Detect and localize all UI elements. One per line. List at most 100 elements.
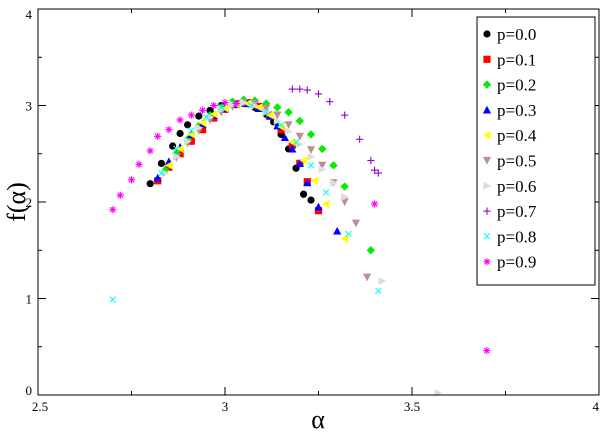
data-point <box>351 219 360 228</box>
data-point <box>307 152 316 161</box>
data-point <box>135 160 143 168</box>
data-point <box>314 207 323 215</box>
data-point <box>187 111 195 119</box>
series-p-0-7 <box>288 85 382 177</box>
data-point <box>296 85 304 93</box>
data-point <box>184 137 192 146</box>
data-point <box>220 104 229 113</box>
legend-marker <box>483 258 491 266</box>
data-point <box>158 169 165 177</box>
plot-frame <box>37 8 600 396</box>
data-point <box>203 113 210 121</box>
data-point <box>195 112 203 120</box>
data-point <box>277 126 285 134</box>
data-point <box>371 166 379 174</box>
data-point <box>116 191 124 199</box>
data-point <box>288 144 297 153</box>
data-point <box>198 126 207 134</box>
x-axis-title: α <box>311 405 325 433</box>
legend-marker <box>483 233 491 240</box>
x-tick-label: 3 <box>222 399 229 414</box>
x-tick-label: 3.5 <box>404 399 420 414</box>
data-point <box>198 106 207 114</box>
data-point <box>154 132 162 140</box>
data-point <box>284 108 293 117</box>
data-point <box>483 347 491 355</box>
legend-label: p=0.2 <box>497 76 536 95</box>
data-point <box>366 246 376 255</box>
data-point <box>356 135 364 143</box>
data-point <box>296 140 304 149</box>
data-point <box>321 199 330 209</box>
data-point <box>176 116 184 124</box>
legend-label: p=0.7 <box>497 202 537 221</box>
legend-label: p=0.1 <box>497 50 536 69</box>
data-point <box>146 180 154 188</box>
legend-label: p=0.8 <box>497 227 536 246</box>
legend-box <box>476 16 596 286</box>
y-tick-label: 4 <box>26 7 33 22</box>
legend-marker <box>483 30 491 38</box>
data-point <box>314 202 323 211</box>
data-point <box>363 273 372 282</box>
data-point <box>217 104 225 111</box>
data-point <box>184 121 192 129</box>
data-point <box>247 102 255 109</box>
data-point <box>329 161 338 170</box>
data-point <box>273 116 282 126</box>
y-tick-label: 1 <box>26 292 33 307</box>
data-point <box>371 200 379 208</box>
series-p-0-9 <box>109 99 491 355</box>
data-point <box>307 162 315 169</box>
data-point <box>240 98 248 107</box>
data-point <box>284 127 293 136</box>
data-point <box>367 156 375 165</box>
data-point <box>314 90 323 98</box>
legend-marker <box>482 156 492 165</box>
data-point <box>292 138 300 146</box>
data-point <box>295 132 304 141</box>
x-tick-label: 4 <box>593 399 600 414</box>
data-point <box>307 196 315 204</box>
data-point <box>295 116 304 126</box>
data-points <box>109 85 491 398</box>
data-point <box>265 111 274 120</box>
data-point <box>173 145 180 153</box>
axis-tick-labels: 2.5 3 3.5 4 0 1 2 3 4 <box>26 7 600 414</box>
data-point <box>262 104 271 113</box>
data-point <box>273 111 282 120</box>
data-point <box>295 159 304 167</box>
legend: p=0.0 p=0.1 p=0.2 p=0.3 p=0.4 p=0.5 p=0.6 p=0.7… <box>476 16 596 286</box>
data-point <box>188 127 195 134</box>
y-tick-label: 0 <box>26 383 33 398</box>
data-point <box>310 176 319 185</box>
y-tick-label: 2 <box>26 195 33 210</box>
data-point <box>340 182 349 191</box>
y-tick-label: 3 <box>26 99 33 114</box>
data-point <box>221 99 229 107</box>
data-point <box>284 121 293 129</box>
legend-marker <box>483 207 491 215</box>
data-point <box>169 142 177 150</box>
data-point <box>176 129 184 138</box>
data-point <box>195 123 203 132</box>
legend-label: p=0.0 <box>497 25 536 44</box>
data-point <box>127 176 136 184</box>
data-point <box>109 296 117 303</box>
data-point <box>210 101 218 110</box>
data-point <box>345 230 352 238</box>
data-point <box>198 118 207 127</box>
legend-label: p=0.4 <box>497 126 537 145</box>
data-point <box>306 146 316 154</box>
data-point <box>277 121 285 129</box>
legend-marker <box>483 181 492 190</box>
data-point <box>206 106 214 114</box>
data-point <box>280 133 289 141</box>
data-point <box>288 85 296 93</box>
data-point <box>262 108 270 116</box>
legend-marker <box>482 80 492 89</box>
data-point <box>164 161 173 170</box>
data-point <box>303 86 311 94</box>
data-point <box>243 99 252 108</box>
data-point <box>318 165 327 174</box>
